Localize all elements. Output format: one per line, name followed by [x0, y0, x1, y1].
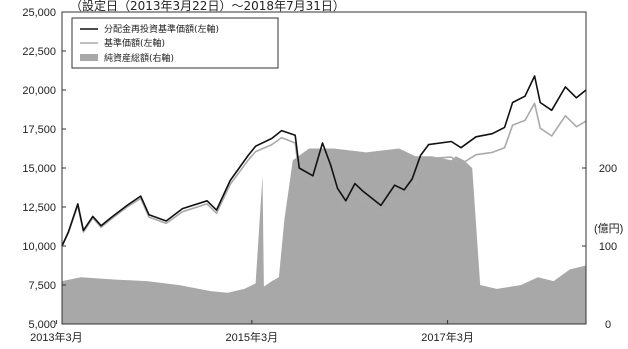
x-tick-label: 2015年3月 [226, 330, 279, 344]
legend-box [71, 17, 279, 69]
left-tick-label: 12,500 [22, 202, 56, 214]
right-tick-label: 200 [599, 163, 617, 175]
left-axis: 5,000 7,500 10,000 12,500 15,000 17,500 20,000… [22, 7, 66, 331]
nav-line [61, 102, 587, 247]
right-tick-label: 0 [605, 319, 611, 331]
left-tick-label: 15,000 [22, 163, 56, 175]
left-tick-label: 17,500 [22, 124, 56, 136]
net-assets-area-layer [62, 148, 586, 324]
left-tick-label: 22,500 [22, 46, 56, 58]
right-tick-label: 100 [599, 241, 617, 253]
right-axis-unit: (億円) [594, 222, 623, 235]
left-tick-label: 5,000 [28, 319, 56, 331]
right-axis: 0 100 200 [582, 163, 617, 331]
price-lines-layer [61, 75, 587, 247]
x-tick-label: 2013年3月 [30, 330, 83, 344]
legend-label-nav: 基準価額(左軸) [104, 37, 165, 49]
x-axis: 2013年3月 2015年3月 2017年3月 [30, 320, 474, 344]
reinvested-nav-line [61, 75, 587, 247]
left-tick-label: 7,500 [28, 280, 56, 292]
legend-swatch-net-assets [80, 54, 98, 61]
left-tick-label: 10,000 [22, 241, 56, 253]
net-assets-area [62, 148, 586, 324]
legend-label-net-assets: 純資産総額(右軸) [104, 52, 174, 64]
legend-label-reinvested: 分配金再投資基準価額(左軸) [104, 23, 219, 35]
chart-title: （設定日（2013年3月22日）～2018年7月31日） [70, 0, 345, 13]
left-tick-label: 25,000 [22, 7, 56, 19]
left-tick-label: 20,000 [22, 85, 56, 97]
legend: 分配金再投資基準価額(左軸) 基準価額(左軸) 純資産総額(右軸) [71, 17, 279, 69]
x-tick-label: 2017年3月 [421, 330, 474, 344]
